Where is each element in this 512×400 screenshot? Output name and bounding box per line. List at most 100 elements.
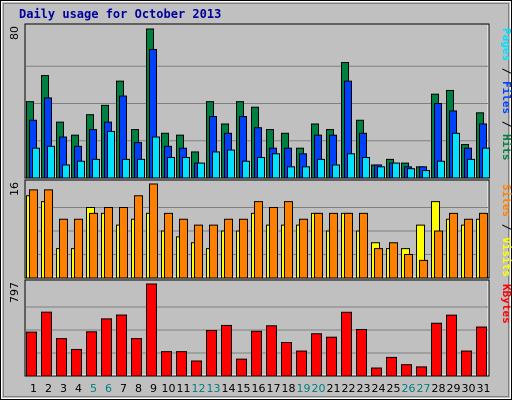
day-label-8: 8 (135, 382, 142, 395)
bar-kbytes-20 (311, 333, 322, 377)
day-label-20: 20 (312, 382, 326, 395)
day-label-24: 24 (372, 382, 386, 395)
bar-sites-13 (209, 224, 218, 279)
bar-kbytes-25 (386, 356, 397, 377)
chart-panels: 80 Pages / Files / Hits 16 Sites / Visits 79… (8, 23, 512, 377)
bar-pages-15 (242, 160, 250, 179)
bar-pages-22 (347, 153, 355, 179)
bar-pages-31 (482, 147, 490, 179)
bar-sites-26 (404, 254, 413, 279)
bar-pages-28 (437, 160, 445, 179)
bar-pages-2 (47, 145, 55, 179)
bar-sites-2 (44, 189, 53, 279)
series-legend: Pages / Files / Hits (500, 28, 512, 161)
bar-sites-3 (59, 218, 68, 279)
bar-pages-17 (272, 153, 280, 179)
legend-part: Sites (500, 184, 512, 217)
bar-kbytes-16 (251, 330, 262, 377)
legend-part: KBytes (500, 284, 512, 324)
bar-pages-4 (77, 160, 85, 179)
bar-pages-21 (332, 164, 340, 179)
bar-sites-24 (374, 248, 383, 279)
bar-sites-15 (239, 218, 248, 279)
bar-pages-19 (302, 166, 310, 179)
day-label-28: 28 (432, 382, 446, 395)
bar-kbytes-10 (161, 351, 172, 377)
bar-kbytes-18 (281, 342, 292, 377)
bar-sites-8 (134, 195, 143, 279)
bars-kbytes (26, 283, 487, 377)
legend-part: / (500, 61, 512, 81)
bar-kbytes-31 (476, 326, 487, 377)
legend-part: / (500, 217, 512, 237)
bars-hits_files_pages (26, 28, 490, 179)
bar-kbytes-6 (101, 318, 112, 377)
day-label-31: 31 (477, 382, 491, 395)
bar-pages-10 (167, 157, 175, 179)
bar-kbytes-12 (191, 360, 202, 377)
bar-kbytes-24 (371, 367, 382, 377)
day-label-29: 29 (447, 382, 461, 395)
day-label-26: 26 (402, 382, 416, 395)
bar-pages-7 (122, 158, 130, 179)
bar-sites-9 (149, 183, 158, 279)
bar-sites-4 (74, 218, 83, 279)
bar-pages-13 (212, 151, 220, 179)
bar-kbytes-9 (146, 283, 157, 377)
day-label-2: 2 (45, 382, 52, 395)
bar-pages-20 (317, 158, 325, 179)
bar-kbytes-11 (176, 351, 187, 377)
day-label-22: 22 (342, 382, 356, 395)
bar-sites-19 (299, 218, 308, 279)
day-label-5: 5 (90, 382, 97, 395)
bar-pages-8 (137, 158, 145, 179)
series-legend: KBytes (500, 284, 512, 324)
day-label-15: 15 (237, 382, 251, 395)
bar-kbytes-29 (446, 314, 457, 377)
bar-kbytes-3 (56, 338, 67, 377)
day-label-14: 14 (222, 382, 236, 395)
bar-pages-6 (107, 130, 115, 179)
bar-sites-16 (254, 201, 263, 279)
outer-bevel-dark (3, 3, 509, 397)
panel-hits_files_pages: 80 Pages / Files / Hits (8, 23, 512, 179)
bar-kbytes-13 (206, 330, 217, 377)
bar-kbytes-22 (341, 311, 352, 377)
bar-pages-30 (467, 158, 475, 179)
bar-kbytes-27 (416, 366, 427, 377)
bar-pages-14 (227, 149, 235, 179)
bar-kbytes-21 (326, 336, 337, 377)
bar-pages-23 (362, 157, 370, 179)
bar-kbytes-15 (236, 358, 247, 377)
legend-part: / (500, 114, 512, 134)
bar-sites-28 (434, 230, 443, 279)
day-label-4: 4 (75, 382, 82, 395)
bar-kbytes-8 (131, 338, 142, 377)
day-label-12: 12 (192, 382, 206, 395)
bar-pages-11 (182, 157, 190, 179)
day-label-23: 23 (357, 382, 371, 395)
bar-pages-3 (62, 164, 70, 179)
bar-pages-27 (422, 170, 430, 179)
bar-sites-5 (89, 212, 98, 279)
day-label-19: 19 (297, 382, 311, 395)
bar-sites-29 (449, 212, 458, 279)
bar-sites-1 (29, 189, 38, 279)
bar-kbytes-28 (431, 322, 442, 377)
day-label-13: 13 (207, 382, 221, 395)
bar-kbytes-2 (41, 311, 52, 377)
y-max-label: 80 (8, 26, 21, 40)
day-label-30: 30 (462, 382, 476, 395)
legend-part: Visits (500, 237, 512, 277)
day-label-10: 10 (162, 382, 176, 395)
day-label-18: 18 (282, 382, 296, 395)
day-labels: 1 2 3 4 5 6 7 8 9 10 11 12 13 14 15 16 17 18 19 20 21 22 23 24 2… (30, 382, 491, 395)
bar-pages-25 (392, 162, 400, 179)
day-label-27: 27 (417, 382, 431, 395)
bar-sites-27 (419, 259, 428, 279)
bar-kbytes-1 (26, 331, 37, 377)
bar-pages-9 (152, 136, 160, 179)
panel-visits_sites: 16 Sites / Visits (8, 179, 512, 279)
bar-kbytes-19 (296, 350, 307, 377)
day-label-11: 11 (177, 382, 191, 395)
